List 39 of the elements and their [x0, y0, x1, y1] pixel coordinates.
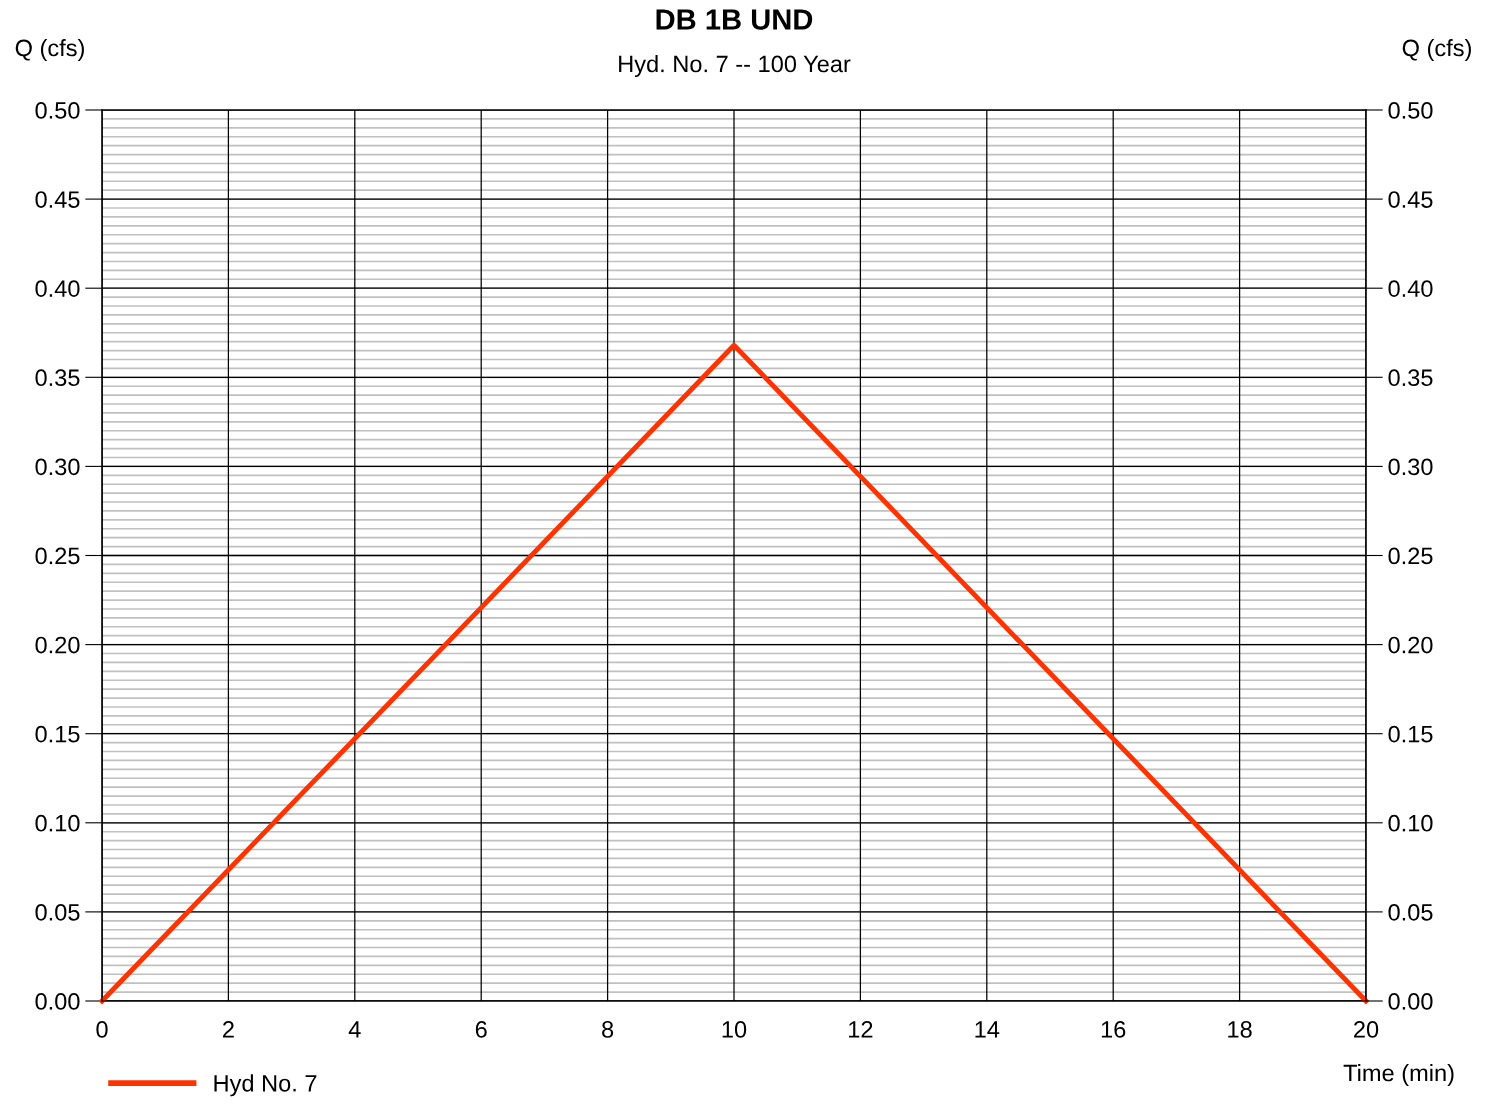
- chart-title: DB 1B UND: [656, 9, 813, 30]
- x-tick-label: 8: [602, 1021, 614, 1038]
- y-axis-title: Q (cfs): [15, 39, 84, 61]
- x-tick-label: 10: [722, 1021, 747, 1038]
- x-tick-label: 4: [348, 1021, 361, 1038]
- x-tick-label: 2: [223, 1021, 234, 1038]
- x-tick-label: 12: [849, 1021, 873, 1038]
- x-tick-label: 20: [1354, 1021, 1379, 1038]
- y2-tick-label: 0.25: [1388, 547, 1433, 565]
- x-tick-label: 18: [1228, 1021, 1252, 1038]
- y2-tick-label: 0.35: [1388, 369, 1433, 387]
- x-tick-label: 16: [1101, 1021, 1126, 1038]
- chart-subtitle: Hyd. No. 7 -- 100 Year: [619, 55, 851, 77]
- y2-tick-label: 0.40: [1388, 280, 1433, 297]
- y2-tick-label: 0.00: [1388, 993, 1433, 1010]
- legend-label: Hyd No. 7: [214, 1074, 317, 1097]
- y2-tick-label: 0.05: [1388, 903, 1433, 921]
- y-tick-label: 0.25: [35, 547, 80, 565]
- y-tick-label: 0.40: [35, 280, 80, 297]
- y2-tick-label: 0.45: [1388, 191, 1433, 208]
- y-tick-label: 0.45: [35, 191, 80, 208]
- y-tick-label: 0.30: [35, 458, 80, 476]
- y-tick-label: 0.00: [35, 993, 80, 1010]
- x-tick-label: 6: [475, 1021, 487, 1038]
- y-tick-label: 0.05: [35, 903, 80, 921]
- x-tick-label: 0: [96, 1021, 108, 1038]
- y-tick-label: 0.15: [35, 725, 80, 743]
- y-tick-label: 0.35: [35, 369, 80, 387]
- y-tick-label: 0.10: [35, 814, 80, 832]
- y2-tick-label: 0.20: [1388, 636, 1433, 654]
- x-axis-title: Time (min): [1343, 1063, 1454, 1086]
- x-tick-label: 14: [975, 1021, 1000, 1038]
- y-tick-label: 0.20: [35, 636, 80, 654]
- y2-tick-label: 0.50: [1388, 102, 1433, 119]
- y2-axis-title: Q (cfs): [1402, 39, 1471, 61]
- y-tick-label: 0.50: [35, 102, 80, 119]
- y2-tick-label: 0.30: [1388, 458, 1433, 476]
- y2-tick-label: 0.15: [1388, 725, 1433, 743]
- y2-tick-label: 0.10: [1388, 814, 1433, 832]
